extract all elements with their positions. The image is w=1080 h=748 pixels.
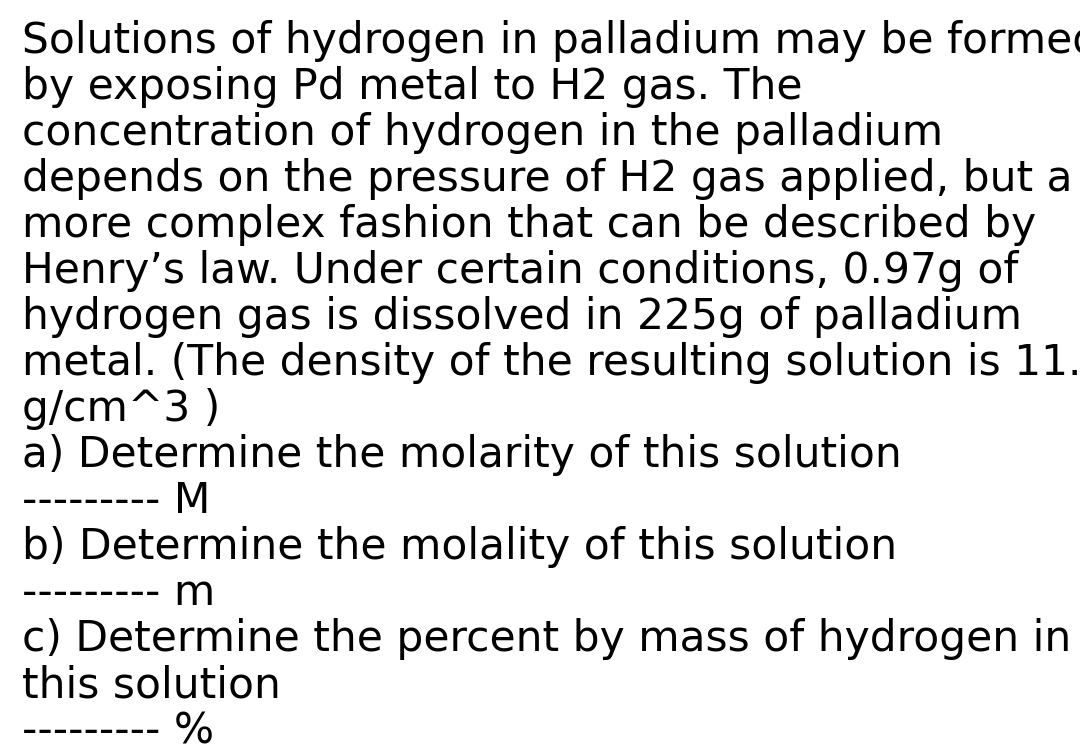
Text: more complex fashion that can be described by: more complex fashion that can be describ…: [22, 204, 1036, 246]
Text: this solution: this solution: [22, 664, 281, 706]
Text: --------- M: --------- M: [22, 480, 211, 522]
Text: --------- %: --------- %: [22, 710, 214, 748]
Text: b) Determine the molality of this solution: b) Determine the molality of this soluti…: [22, 526, 897, 568]
Text: Solutions of hydrogen in palladium may be formed: Solutions of hydrogen in palladium may b…: [22, 20, 1080, 62]
Text: by exposing Pd metal to H2 gas. The: by exposing Pd metal to H2 gas. The: [22, 66, 802, 108]
Text: Henry’s law. Under certain conditions, 0.97g of: Henry’s law. Under certain conditions, 0…: [22, 250, 1018, 292]
Text: --------- m: --------- m: [22, 572, 215, 614]
Text: depends on the pressure of H2 gas applied, but a: depends on the pressure of H2 gas applie…: [22, 158, 1072, 200]
Text: metal. (The density of the resulting solution is 11.7: metal. (The density of the resulting sol…: [22, 342, 1080, 384]
Text: hydrogen gas is dissolved in 225g of palladium: hydrogen gas is dissolved in 225g of pal…: [22, 296, 1022, 338]
Text: g/cm^3 ): g/cm^3 ): [22, 388, 220, 430]
Text: a) Determine the molarity of this solution: a) Determine the molarity of this soluti…: [22, 434, 902, 476]
Text: c) Determine the percent by mass of hydrogen in: c) Determine the percent by mass of hydr…: [22, 618, 1071, 660]
Text: concentration of hydrogen in the palladium: concentration of hydrogen in the palladi…: [22, 112, 943, 154]
